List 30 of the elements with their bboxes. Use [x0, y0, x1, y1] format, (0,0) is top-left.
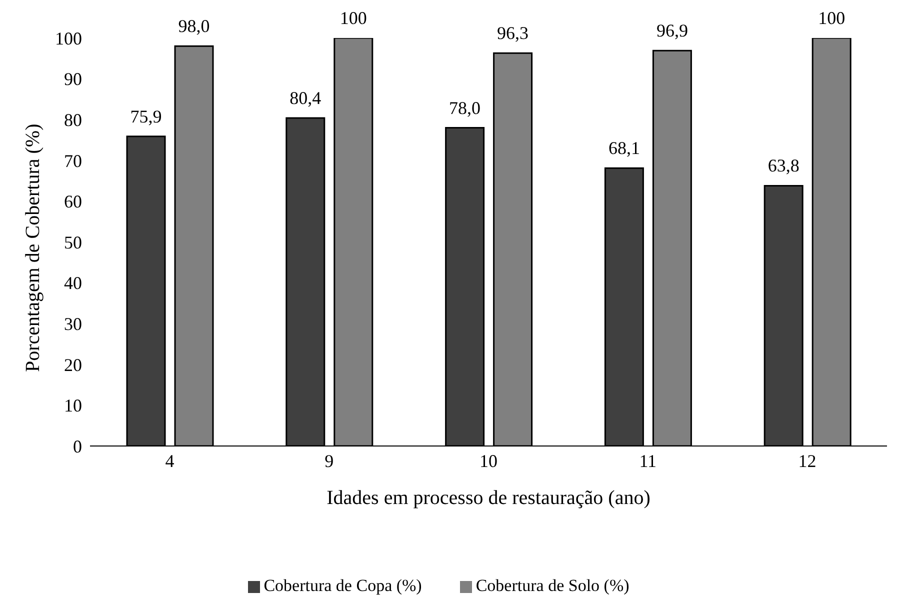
y-tick-label: 90 [64, 69, 82, 90]
x-tick-label: 11 [639, 450, 657, 471]
legend-label: Cobertura de Solo (%) [476, 576, 630, 595]
data-label: 100 [818, 8, 846, 28]
data-label: 96,9 [656, 20, 688, 41]
x-tick-label: 9 [324, 450, 334, 471]
y-tick-label: 40 [64, 273, 82, 294]
legend-label: Cobertura de Copa (%) [264, 576, 422, 595]
x-tick-label: 12 [798, 450, 816, 471]
x-axis-title: Idades em processo de restauração (ano) [326, 487, 650, 509]
data-label: 96,3 [497, 23, 529, 44]
data-label: 75,9 [130, 106, 162, 126]
x-tick-label: 4 [165, 450, 174, 471]
y-tick-label: 30 [64, 314, 82, 334]
data-label: 100 [340, 8, 367, 28]
y-axis-title: Porcentagem de Cobertura (%) [22, 124, 44, 372]
y-tick-label: 80 [64, 110, 82, 130]
y-tick-label: 70 [64, 150, 82, 171]
data-label: 98,0 [178, 16, 210, 36]
y-tick-label: 50 [64, 232, 82, 252]
data-label: 63,8 [768, 156, 800, 176]
x-tick-label: 10 [480, 450, 498, 471]
data-label: 80,4 [290, 88, 322, 108]
data-label: 68,1 [608, 138, 640, 158]
y-tick-label: 100 [55, 28, 82, 48]
y-tick-label: 60 [64, 192, 82, 212]
y-tick-label: 20 [64, 354, 82, 375]
y-tick-label: 10 [64, 396, 82, 416]
y-tick-label: 0 [73, 436, 82, 456]
data-label: 78,0 [449, 98, 481, 118]
